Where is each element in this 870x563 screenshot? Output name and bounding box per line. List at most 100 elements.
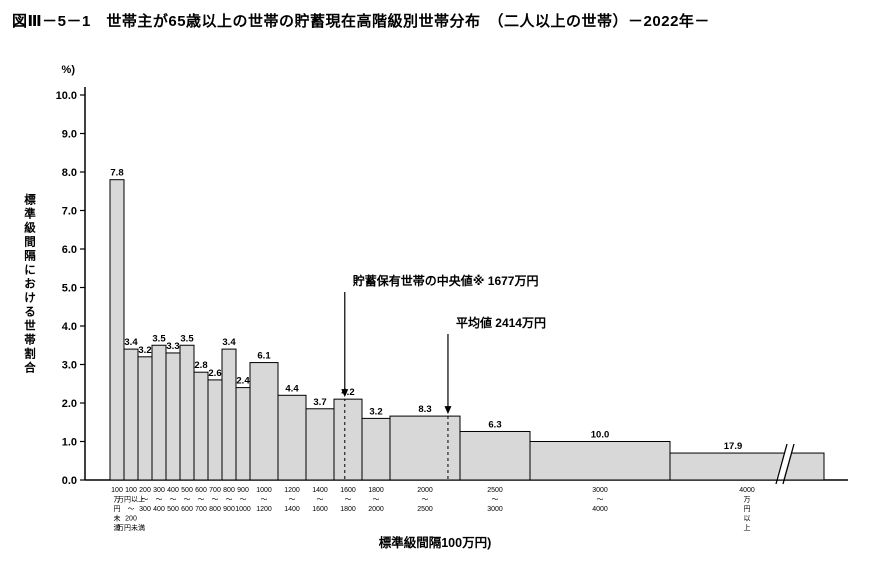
y-tick-label: 1.0 bbox=[62, 437, 77, 449]
bar bbox=[305, 408, 335, 481]
y-tick-label: 10.0 bbox=[56, 90, 77, 102]
x-tick-label: 800 bbox=[223, 487, 235, 494]
x-tick-label: 2000 bbox=[417, 487, 433, 494]
x-tick-label: 200 bbox=[139, 487, 151, 494]
bar-value-label: 4.4 bbox=[285, 383, 299, 394]
x-tick-label: ～ bbox=[142, 497, 149, 504]
bar bbox=[389, 415, 461, 481]
x-tick-label: ～ bbox=[198, 497, 205, 504]
y-axis-title-char: 合 bbox=[24, 361, 36, 375]
x-tick-label: 万円未満 bbox=[117, 523, 145, 532]
x-tick-label: 100 bbox=[111, 487, 123, 494]
y-axis-title-char: 級 bbox=[24, 221, 36, 235]
bar bbox=[165, 352, 181, 481]
annotation-arrowhead bbox=[444, 406, 452, 415]
x-tick-label: 円 bbox=[744, 505, 751, 513]
bar-value-label: 3.5 bbox=[152, 333, 166, 344]
x-tick-label: 万 bbox=[744, 496, 751, 504]
y-axis-title-char: お bbox=[24, 278, 36, 291]
y-axis-title-char: 間 bbox=[24, 236, 36, 249]
x-tick-label: 2500 bbox=[417, 506, 433, 513]
bar-value-label: 6.1 bbox=[257, 351, 271, 362]
figure-title: 図Ⅲ－5－1 世帯主が65歳以上の世帯の貯蓄現在高階級別世帯分布 （二人以上の世… bbox=[12, 13, 710, 30]
annotation-arrowhead bbox=[341, 389, 349, 398]
x-tick-label: 900 bbox=[237, 487, 249, 494]
x-tick-label: 1000 bbox=[235, 506, 251, 513]
x-tick-label: 円 bbox=[114, 505, 121, 513]
y-axis-unit-label: %) bbox=[62, 64, 76, 76]
y-axis-title-char: 世 bbox=[24, 319, 36, 333]
bar-value-label: 3.4 bbox=[222, 337, 236, 348]
x-tick-label: 1400 bbox=[284, 506, 300, 513]
axis-break-gap bbox=[776, 446, 793, 480]
x-tick-label: 500 bbox=[167, 506, 179, 513]
bar bbox=[109, 179, 125, 481]
bar bbox=[669, 452, 825, 481]
x-tick-label: ～ bbox=[373, 497, 380, 504]
y-axis-title-char: 隔 bbox=[24, 249, 36, 263]
x-tick-label: ～ bbox=[170, 497, 177, 504]
x-tick-label: 3000 bbox=[592, 487, 608, 494]
x-tick-label: 満 bbox=[114, 524, 121, 532]
bar bbox=[137, 356, 153, 481]
bar-value-label: 3.2 bbox=[369, 406, 382, 417]
bar-value-label: 6.3 bbox=[488, 419, 501, 430]
x-tick-label: 800 bbox=[209, 506, 221, 513]
x-tick-label: 200 bbox=[125, 516, 137, 523]
y-axis-title-char: 準 bbox=[24, 207, 36, 221]
y-axis-title-char: る bbox=[24, 306, 36, 319]
y-axis-title-char: に bbox=[24, 264, 36, 277]
bar bbox=[361, 417, 391, 481]
x-tick-label: 700 bbox=[209, 487, 221, 494]
x-tick-label: 1600 bbox=[312, 506, 328, 513]
y-axis-title-char: 割 bbox=[24, 347, 36, 361]
axis-break-mark bbox=[782, 443, 795, 485]
x-tick-label: 2500 bbox=[487, 487, 503, 494]
axis-break-mark bbox=[775, 443, 788, 485]
y-tick-label: 6.0 bbox=[62, 244, 77, 256]
y-tick-label: 0.0 bbox=[62, 475, 77, 487]
x-tick-label: 万円以上 bbox=[117, 495, 145, 504]
y-axis-title-char: 標 bbox=[24, 193, 36, 207]
x-tick-label: 900 bbox=[223, 506, 235, 513]
bar bbox=[123, 348, 139, 481]
y-tick-label: 4.0 bbox=[62, 321, 77, 333]
bar-value-label: 4.2 bbox=[341, 387, 354, 398]
x-tick-label: 2000 bbox=[368, 506, 384, 513]
y-tick-label: 9.0 bbox=[62, 129, 77, 141]
x-tick-label: ～ bbox=[597, 497, 604, 504]
x-tick-label: 4000 bbox=[592, 506, 608, 513]
x-tick-label: ～ bbox=[128, 506, 135, 513]
annotation-label: 平均値 2414万円 bbox=[456, 315, 546, 330]
bar-value-label: 7.8 bbox=[110, 168, 123, 179]
x-tick-label: 1600 bbox=[340, 487, 356, 494]
y-tick-label: 7.0 bbox=[62, 206, 77, 218]
x-tick-label: 以 bbox=[744, 515, 751, 523]
x-tick-label: 500 bbox=[181, 487, 193, 494]
bar-value-label: 2.4 bbox=[236, 376, 250, 387]
x-tick-label: ～ bbox=[226, 497, 233, 504]
bar bbox=[277, 394, 307, 481]
x-tick-label: ～ bbox=[212, 497, 219, 504]
x-tick-label: 1200 bbox=[284, 487, 300, 494]
bar-value-label: 3.3 bbox=[166, 341, 179, 352]
x-tick-label: 上 bbox=[744, 523, 751, 532]
x-tick-label: 400 bbox=[153, 506, 165, 513]
bar-value-label: 2.8 bbox=[194, 360, 207, 371]
x-tick-label: ～ bbox=[156, 497, 163, 504]
y-tick-label: 2.0 bbox=[62, 398, 77, 410]
bar bbox=[333, 398, 363, 481]
bar bbox=[221, 348, 237, 481]
x-tick-label: ～ bbox=[261, 497, 268, 504]
bar-value-label: 3.2 bbox=[138, 345, 151, 356]
x-tick-label: 600 bbox=[181, 506, 193, 513]
x-tick-label: ～ bbox=[317, 497, 324, 504]
bar bbox=[249, 362, 279, 481]
x-tick-label: 1800 bbox=[368, 487, 384, 494]
y-tick-label: 8.0 bbox=[62, 167, 77, 179]
bar-value-label: 17.9 bbox=[724, 441, 743, 452]
x-tick-label: ～ bbox=[184, 497, 191, 504]
x-tick-label: 100 bbox=[125, 487, 137, 494]
x-tick-label: 400 bbox=[167, 487, 179, 494]
